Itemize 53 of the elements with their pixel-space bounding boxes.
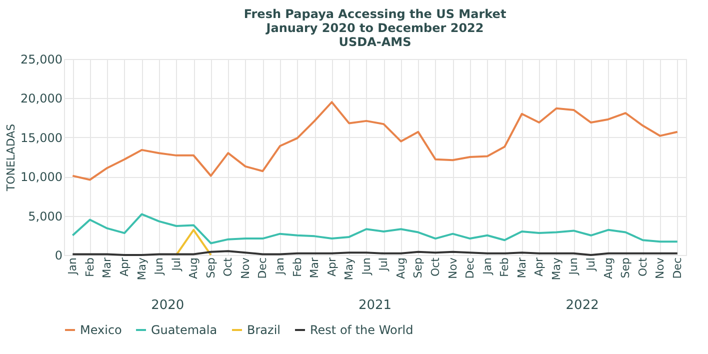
x-tick-label: May (550, 257, 563, 280)
x-tick-label: Apr (532, 257, 546, 277)
x-tick-label: Feb (498, 257, 512, 277)
chart-title: Fresh Papaya Accessing the US Market January 2020 to December 2022 USDA-AMS (244, 7, 506, 49)
legend-label: Brazil (247, 323, 280, 337)
y-tick-label: 25,000 (20, 52, 62, 66)
y-tick-label: 15,000 (20, 130, 62, 145)
x-tick-label: Jun (360, 257, 373, 276)
x-tick-label: Apr (118, 257, 131, 277)
y-tick-label: 10,000 (20, 170, 62, 184)
y-tick-label: 5,000 (28, 209, 62, 224)
y-tick-label: 20,000 (20, 92, 62, 106)
x-tick-label: Oct (428, 256, 442, 277)
x-tick-label: Nov (446, 257, 460, 279)
y-tick-label: 0 (54, 248, 62, 262)
x-tick-label: Jun (567, 257, 580, 276)
x-tick-label: Sep (619, 257, 632, 278)
x-tick-label: Nov (654, 257, 667, 279)
legend-label: Rest of the World (310, 323, 414, 337)
x-tick-label: Jul (377, 258, 390, 272)
x-tick-label: Sep (412, 257, 425, 278)
x-tick-label: Oct (636, 256, 650, 277)
x-tick-label: Jan (480, 257, 494, 276)
x-tick-label: Dec (256, 258, 270, 279)
legend-label: Guatemala (151, 323, 218, 337)
x-tick-label: Dec (464, 258, 477, 279)
x-tick-label: Aug (602, 258, 615, 279)
line-series (72, 213, 678, 244)
x-tick-label: Aug (187, 258, 200, 279)
text: 2022 (566, 298, 599, 313)
x-tick-label: Nov (238, 257, 252, 279)
text: 2020 (151, 298, 184, 313)
text: 2021 (358, 298, 392, 313)
x-tick-label: Feb (83, 257, 96, 277)
x-tick-label: Oct (222, 256, 235, 277)
x-tick-label: Jul (584, 258, 598, 272)
x-tick-label: Mar (515, 257, 528, 278)
x-tick-label: Sep (204, 257, 218, 278)
y-axis-title: TONELADAS (4, 124, 18, 192)
x-tick-label: Feb (290, 257, 304, 277)
x-tick-label: Dec (670, 258, 684, 279)
x-tick-label: Jun (152, 257, 166, 276)
line-series (72, 101, 678, 181)
x-tick-label: Jan (66, 257, 80, 276)
x-tick-label: May (135, 257, 148, 280)
x-tick-label: Jul (170, 258, 183, 272)
x-tick-label: May (342, 257, 356, 280)
x-tick-label: Mar (308, 257, 322, 278)
x-tick-label: Mar (100, 257, 114, 278)
x-tick-label: Aug (394, 258, 408, 279)
x-tick-label: Apr (325, 257, 338, 277)
legend-label: Mexico (80, 323, 122, 337)
x-tick-label: Jan (273, 257, 286, 276)
